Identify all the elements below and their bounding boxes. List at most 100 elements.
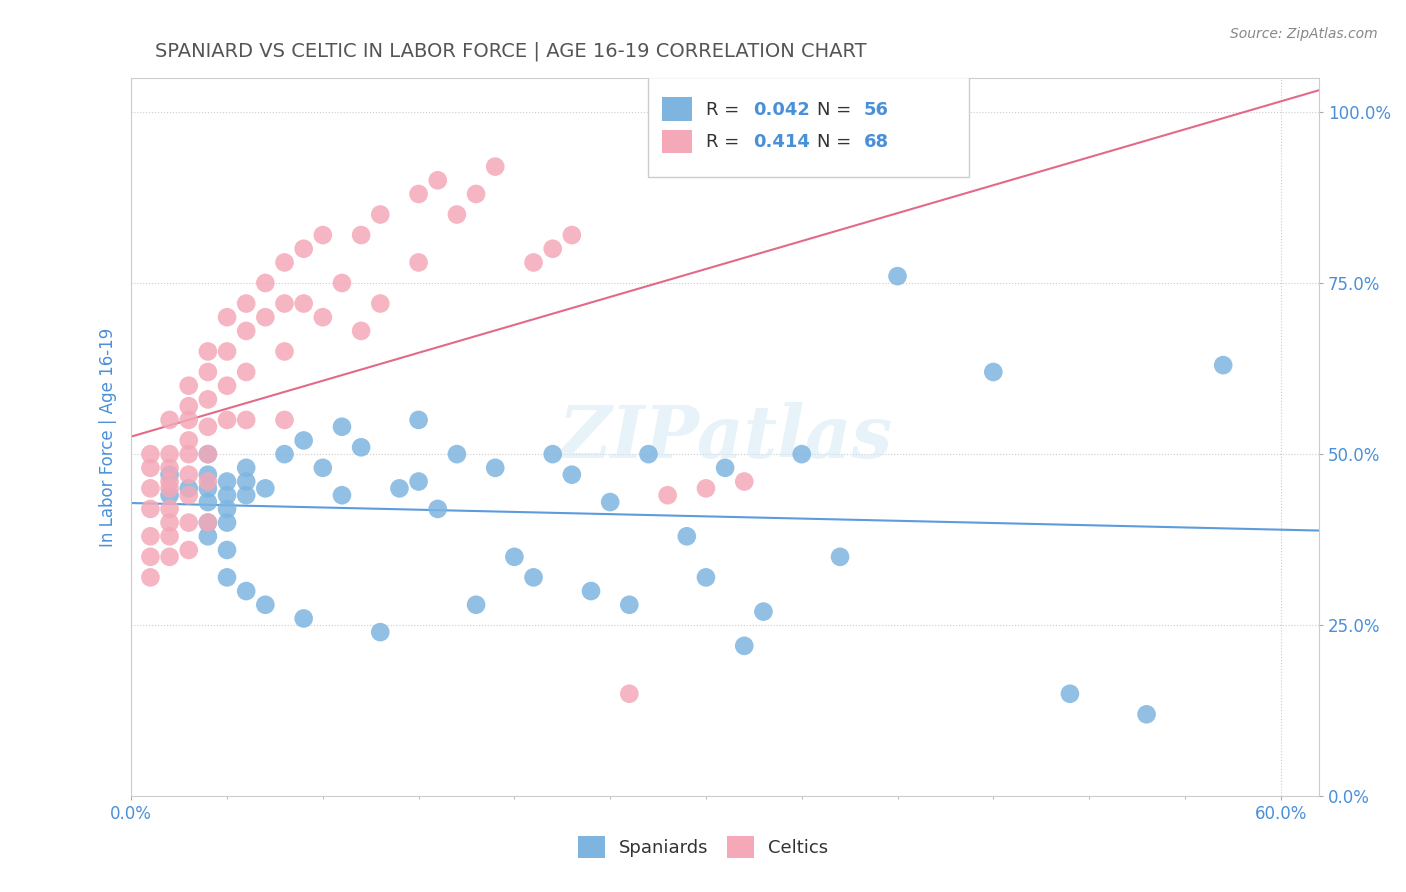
Point: [159, 488, 181, 502]
Text: N =: N =: [817, 133, 856, 152]
Text: 56: 56: [865, 101, 889, 119]
Point: [886, 269, 908, 284]
Point: [312, 228, 335, 243]
Point: [197, 516, 219, 530]
Point: [197, 365, 219, 379]
Point: [139, 447, 162, 461]
Point: [292, 611, 315, 625]
Point: [139, 481, 162, 495]
Point: [139, 549, 162, 564]
Point: [733, 475, 755, 489]
Text: ZIPatlas: ZIPatlas: [558, 401, 893, 473]
Point: [981, 365, 1004, 379]
Point: [733, 639, 755, 653]
Point: [695, 570, 717, 584]
Point: [235, 475, 257, 489]
Point: [235, 584, 257, 599]
Point: [215, 543, 238, 558]
Point: [215, 516, 238, 530]
Point: [292, 242, 315, 256]
Point: [177, 488, 200, 502]
Point: [177, 434, 200, 448]
Point: [159, 516, 181, 530]
Point: [579, 584, 602, 599]
Point: [541, 447, 564, 461]
Point: [350, 324, 373, 338]
Point: [215, 502, 238, 516]
Point: [177, 543, 200, 558]
Point: [235, 413, 257, 427]
Point: [159, 549, 181, 564]
FancyBboxPatch shape: [648, 77, 969, 178]
Point: [177, 399, 200, 413]
Point: [1212, 358, 1234, 372]
Point: [273, 447, 295, 461]
Point: [752, 605, 775, 619]
Point: [408, 255, 430, 269]
Point: [197, 495, 219, 509]
Text: R =: R =: [706, 133, 745, 152]
Point: [177, 481, 200, 495]
Point: [273, 255, 295, 269]
Point: [484, 460, 506, 475]
Point: [408, 413, 430, 427]
Point: [292, 296, 315, 310]
Point: [330, 276, 353, 290]
Point: [235, 296, 257, 310]
Point: [159, 502, 181, 516]
Point: [426, 502, 449, 516]
Text: 0.042: 0.042: [754, 101, 810, 119]
Point: [408, 475, 430, 489]
Point: [790, 447, 813, 461]
Point: [522, 570, 544, 584]
Point: [273, 344, 295, 359]
Text: 68: 68: [865, 133, 889, 152]
Point: [408, 186, 430, 201]
Point: [197, 419, 219, 434]
Point: [312, 460, 335, 475]
Point: [503, 549, 526, 564]
Point: [619, 687, 641, 701]
Point: [235, 488, 257, 502]
Point: [714, 460, 737, 475]
FancyBboxPatch shape: [662, 129, 692, 153]
Point: [368, 625, 391, 640]
Point: [368, 207, 391, 221]
Point: [330, 488, 353, 502]
Point: [254, 598, 277, 612]
Point: [1135, 707, 1157, 722]
Point: [695, 481, 717, 495]
Point: [254, 276, 277, 290]
Legend: Spaniards, Celtics: Spaniards, Celtics: [571, 829, 835, 865]
Point: [139, 460, 162, 475]
Point: [484, 160, 506, 174]
Point: [159, 529, 181, 543]
Text: SPANIARD VS CELTIC IN LABOR FORCE | AGE 16-19 CORRELATION CHART: SPANIARD VS CELTIC IN LABOR FORCE | AGE …: [155, 42, 866, 62]
Point: [330, 419, 353, 434]
Point: [139, 529, 162, 543]
Text: R =: R =: [706, 101, 745, 119]
Point: [828, 549, 851, 564]
Point: [657, 488, 679, 502]
Point: [446, 447, 468, 461]
Point: [235, 365, 257, 379]
Point: [197, 516, 219, 530]
Point: [159, 413, 181, 427]
Point: [177, 467, 200, 482]
Point: [446, 207, 468, 221]
Point: [273, 413, 295, 427]
Point: [599, 495, 621, 509]
Point: [350, 228, 373, 243]
Point: [235, 460, 257, 475]
Point: [215, 378, 238, 392]
Point: [159, 475, 181, 489]
Point: [254, 481, 277, 495]
Point: [177, 516, 200, 530]
Point: [368, 296, 391, 310]
Point: [312, 310, 335, 325]
Point: [561, 467, 583, 482]
Point: [215, 570, 238, 584]
Point: [159, 481, 181, 495]
Point: [350, 440, 373, 454]
Point: [139, 502, 162, 516]
